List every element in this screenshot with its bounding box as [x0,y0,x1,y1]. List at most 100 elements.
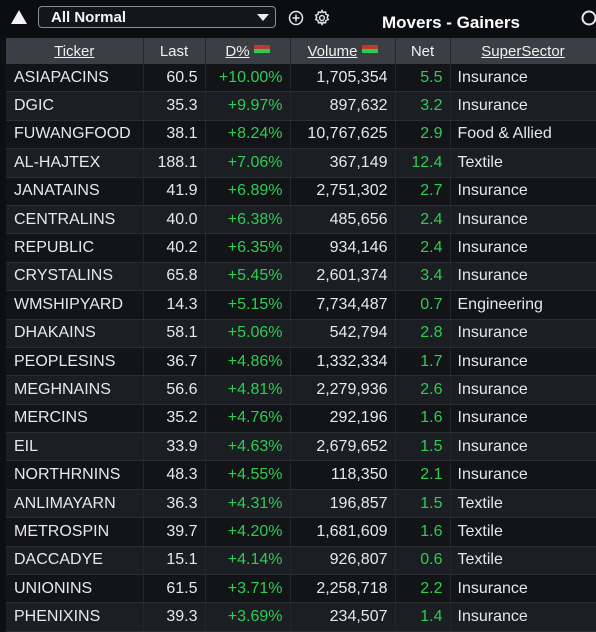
table-row[interactable]: MERCINS 35.2 +4.76% 292,196 1.6 Insurance [6,404,596,434]
ticker-cell: ASIAPACINS [6,64,144,93]
last-price-cell: 56.6 [143,375,206,405]
column-header-ticker[interactable]: Ticker [6,38,144,64]
column-header-pct[interactable]: D% [205,38,291,64]
last-price-cell: 33.9 [143,432,206,462]
table-row[interactable]: ANLIMAYARN 36.3 +4.31% 196,857 1.5 Textile [6,489,596,519]
net-change-cell: 3.2 [395,91,451,121]
table-row[interactable]: METROSPIN 39.7 +4.20% 1,681,609 1.6 Textile [6,517,596,547]
ticker-cell: METROSPIN [6,517,144,547]
ticker-cell: REPUBLIC [6,233,144,263]
change-percent-cell: +4.63% [205,432,291,462]
ticker-cell: CENTRALINS [6,205,144,235]
table-row[interactable]: DGIC 35.3 +9.97% 897,632 3.2 Insurance [6,91,596,121]
net-change-cell: 12.4 [395,148,451,178]
table-row[interactable]: PHENIXINS 39.3 +3.69% 234,507 1.4 Insurance [6,602,596,632]
supersector-cell: Insurance [450,460,596,490]
supersector-cell: Textile [450,489,596,519]
search-icon[interactable] [580,9,596,27]
ticker-cell: DHAKAINS [6,319,144,348]
net-change-cell: 2.7 [395,177,451,206]
supersector-cell: Insurance [450,262,596,292]
table-row[interactable]: JANATAINS 41.9 +6.89% 2,751,302 2.7 Insurance [6,177,596,206]
net-change-cell: 0.7 [395,290,451,320]
net-change-cell: 1.5 [395,432,451,462]
table-row[interactable]: ASIAPACINS 60.5 +10.00% 1,705,354 5.5 Insuran… [6,64,596,93]
change-percent-cell: +6.38% [205,205,291,235]
table-row[interactable]: PEOPLESINS 36.7 +4.86% 1,332,334 1.7 Insuranc… [6,347,596,377]
ticker-cell: NORTHRNINS [6,460,144,490]
table-row[interactable]: DACCADYE 15.1 +4.14% 926,807 0.6 Textile [6,546,596,576]
change-percent-cell: +4.31% [205,489,291,519]
supersector-cell: Insurance [450,177,596,206]
volume-cell: 367,149 [290,148,396,178]
table-row[interactable]: NORTHRNINS 48.3 +4.55% 118,350 2.1 Insurance [6,460,596,490]
ticker-cell: DGIC [6,91,144,121]
change-percent-cell: +3.71% [205,574,291,604]
last-price-cell: 65.8 [143,262,206,292]
last-price-cell: 40.0 [143,205,206,235]
table-row[interactable]: WMSHIPYARD 14.3 +5.15% 7,734,487 0.7 Engineer… [6,290,596,320]
last-price-cell: 36.7 [143,347,206,377]
ticker-cell: MEGHNAINS [6,375,144,405]
ticker-cell: JANATAINS [6,177,144,206]
table-row[interactable]: FUWANGFOOD 38.1 +8.24% 10,767,625 2.9 Food & … [6,120,596,150]
gear-icon[interactable] [313,9,331,27]
change-percent-cell: +4.20% [205,517,291,547]
supersector-cell: Textile [450,546,596,576]
column-header-last[interactable]: Last [143,38,206,64]
column-header-volume[interactable]: Volume [290,38,396,64]
last-price-cell: 36.3 [143,489,206,519]
ticker-cell: FUWANGFOOD [6,120,144,150]
table-row[interactable]: AL-HAJTEX 188.1 +7.06% 367,149 12.4 Textile [6,148,596,178]
supersector-cell: Insurance [450,404,596,434]
ticker-cell: PHENIXINS [6,602,144,632]
column-header-supersector[interactable]: SuperSector [450,38,596,64]
ticker-cell: UNIONINS [6,574,144,604]
net-change-cell: 1.4 [395,602,451,632]
ticker-cell: EIL [6,432,144,462]
view-select[interactable]: All Normal [38,6,276,28]
ticker-cell: CRYSTALINS [6,262,144,292]
table-row[interactable]: CRYSTALINS 65.8 +5.45% 2,601,374 3.4 Insuranc… [6,262,596,292]
column-header-net[interactable]: Net [395,38,451,64]
supersector-cell: Insurance [450,602,596,632]
supersector-cell: Insurance [450,432,596,462]
change-percent-cell: +5.06% [205,319,291,348]
add-circle-icon[interactable] [288,10,304,26]
table-row[interactable]: CENTRALINS 40.0 +6.38% 485,656 2.4 Insurance [6,205,596,235]
volume-cell: 897,632 [290,91,396,121]
table-row[interactable]: MEGHNAINS 56.6 +4.81% 2,279,936 2.6 Insurance [6,375,596,405]
change-percent-cell: +4.81% [205,375,291,405]
net-change-cell: 2.2 [395,574,451,604]
movers-table: Ticker Last D% Volume Net SuperSector AS… [6,38,596,632]
last-price-cell: 39.7 [143,517,206,547]
net-change-cell: 5.5 [395,64,451,93]
change-percent-cell: +7.06% [205,148,291,178]
net-change-cell: 1.6 [395,517,451,547]
change-percent-cell: +4.86% [205,347,291,377]
table-row[interactable]: REPUBLIC 40.2 +6.35% 934,146 2.4 Insurance [6,233,596,263]
volume-cell: 292,196 [290,404,396,434]
last-price-cell: 61.5 [143,574,206,604]
volume-cell: 234,507 [290,602,396,632]
table-row[interactable]: EIL 33.9 +4.63% 2,679,652 1.5 Insurance [6,432,596,462]
net-change-cell: 3.4 [395,262,451,292]
volume-cell: 2,279,936 [290,375,396,405]
table-row[interactable]: DHAKAINS 58.1 +5.06% 542,794 2.8 Insurance [6,319,596,348]
collapse-triangle-icon[interactable] [11,10,27,24]
net-change-cell: 1.7 [395,347,451,377]
change-percent-cell: +10.00% [205,64,291,93]
last-price-cell: 38.1 [143,120,206,150]
ticker-cell: PEOPLESINS [6,347,144,377]
table-row[interactable]: UNIONINS 61.5 +3.71% 2,258,718 2.2 Insurance [6,574,596,604]
sort-indicator-icon [361,44,378,53]
last-price-cell: 15.1 [143,546,206,576]
table-body: ASIAPACINS 60.5 +10.00% 1,705,354 5.5 Insuran… [6,64,596,632]
supersector-cell: Textile [450,517,596,547]
net-change-cell: 1.6 [395,404,451,434]
supersector-cell: Engineering [450,290,596,320]
volume-cell: 7,734,487 [290,290,396,320]
last-price-cell: 14.3 [143,290,206,320]
volume-cell: 934,146 [290,233,396,263]
change-percent-cell: +8.24% [205,120,291,150]
